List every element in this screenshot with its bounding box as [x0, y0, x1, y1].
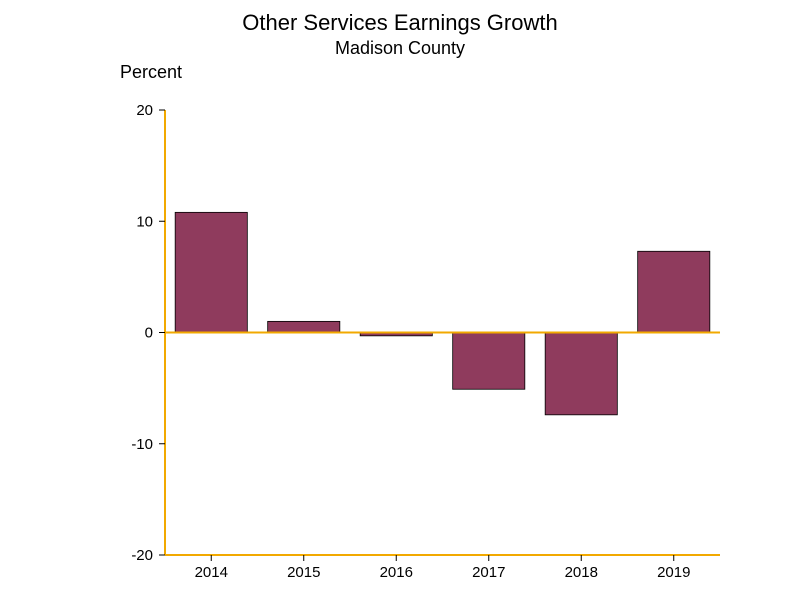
x-tick-label: 2015: [287, 564, 320, 581]
y-tick-label: 0: [145, 325, 153, 342]
y-tick-label: -20: [131, 547, 153, 564]
bar: [453, 333, 525, 390]
chart-container: Other Services Earnings Growth Madison C…: [0, 0, 800, 600]
x-tick-label: 2014: [195, 564, 228, 581]
chart-svg: -20 -10 0 10 20 2014 2015 2016 2017 2018 2019: [0, 0, 800, 600]
bar: [268, 321, 340, 332]
x-tick-label: 2019: [657, 564, 690, 581]
bar: [638, 251, 710, 332]
bar: [175, 212, 247, 332]
y-tick-label: -10: [131, 436, 153, 453]
x-tick-label: 2017: [472, 564, 505, 581]
y-tick-label: 10: [136, 213, 153, 230]
x-tick-label: 2018: [565, 564, 598, 581]
x-tick-label: 2016: [380, 564, 413, 581]
bar: [545, 333, 617, 415]
y-tick-label: 20: [136, 102, 153, 119]
